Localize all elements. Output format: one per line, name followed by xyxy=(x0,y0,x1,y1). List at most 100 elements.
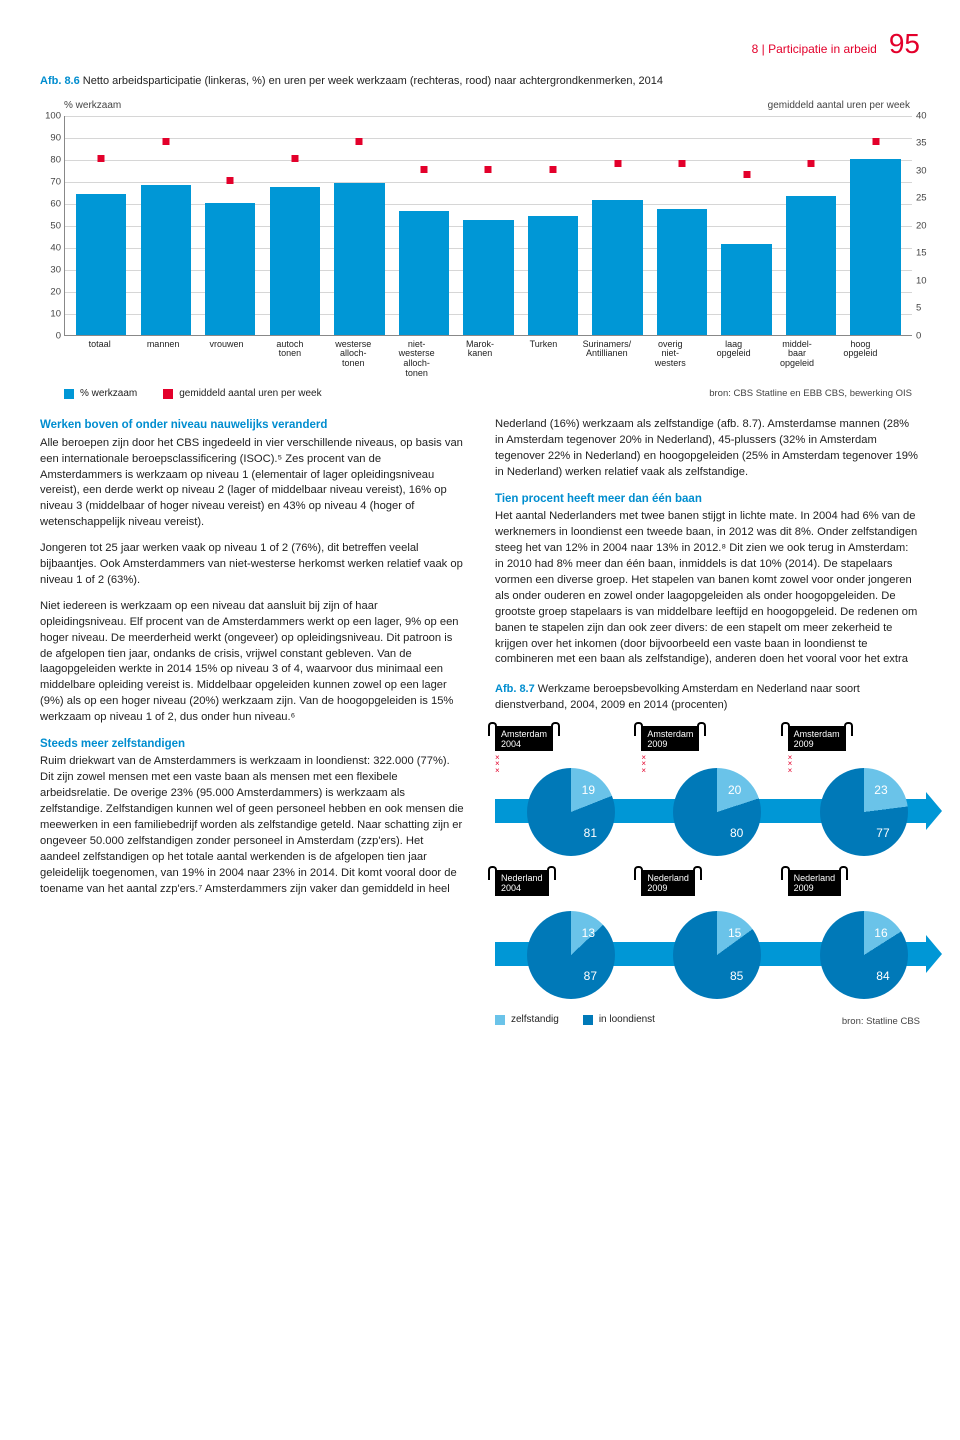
y-right-tick: 25 xyxy=(916,191,936,204)
y-left-tick: 50 xyxy=(41,219,61,232)
x-label: Surinamers/Antillianen xyxy=(575,340,638,380)
pie-tag: Nederland2009 xyxy=(788,870,842,896)
y-left-tick: 40 xyxy=(41,241,61,254)
legend-swatch-icon xyxy=(495,1015,505,1025)
chart1: % werkzaam gemiddeld aantal uren per wee… xyxy=(40,99,920,399)
y-right-tick: 30 xyxy=(916,164,936,177)
y-left-tick: 10 xyxy=(41,307,61,320)
chart1-afb: Afb. 8.6 xyxy=(40,75,80,87)
paragraph: Ruim driekwart van de Amsterdammers is w… xyxy=(40,754,465,897)
bar xyxy=(334,183,384,335)
chart1-caption: Afb. 8.6 Netto arbeidsparticipatie (link… xyxy=(40,74,920,90)
legend-item-loondienst: in loondienst xyxy=(583,1013,655,1027)
marker-icon xyxy=(549,166,556,173)
marker-icon xyxy=(162,138,169,145)
pie-cell: Amsterdam2009×××2377 xyxy=(788,726,920,856)
x-label: Marok-kanen xyxy=(448,340,511,380)
y-left-tick: 90 xyxy=(41,131,61,144)
marker-icon xyxy=(227,177,234,184)
pie-cell: Nederland2009 1684 xyxy=(788,870,920,999)
bar xyxy=(76,194,126,335)
pie-tag: Amsterdam2004 xyxy=(495,726,553,752)
pie-value-loondienst: 81 xyxy=(584,825,597,842)
legend-label-markers: gemiddeld aantal uren per week xyxy=(179,387,321,401)
pie-value-zelfstandig: 23 xyxy=(874,782,887,799)
chart1-left-axis-title: % werkzaam xyxy=(64,99,121,113)
chart1-right-axis-title: gemiddeld aantal uren per week xyxy=(768,99,910,113)
pie-icon: 2080 xyxy=(673,768,761,856)
pie-cell: Amsterdam2004×××1981 xyxy=(495,726,627,856)
chart2-caption: Afb. 8.7 Werkzame beroepsbevolking Amste… xyxy=(495,682,920,713)
right-column: Nederland (16%) werkzaam als zelfstandig… xyxy=(495,417,920,1029)
pie-tag: Amsterdam2009 xyxy=(788,726,846,752)
bar xyxy=(399,211,449,334)
pie-tag: Nederland2009 xyxy=(641,870,695,896)
pie-tag: Amsterdam2009 xyxy=(641,726,699,752)
pie-cell: Nederland20091585 xyxy=(641,870,773,999)
x-label: westersealloch-tonen xyxy=(322,340,385,380)
x-label: mannen xyxy=(131,340,194,380)
heading-zelfstandigen: Steeds meer zelfstandigen xyxy=(40,736,465,752)
x-label: vrouwen xyxy=(195,340,258,380)
legend-swatch-icon xyxy=(583,1015,593,1025)
pie-tag: Nederland2004 xyxy=(495,870,549,896)
pie-value-loondienst: 84 xyxy=(876,968,889,985)
chart2-afb: Afb. 8.7 xyxy=(495,683,535,695)
marker-icon xyxy=(808,160,815,167)
bar xyxy=(528,216,578,335)
pie-cell: Nederland2004 13 87 xyxy=(495,870,627,999)
legend-label-bars: % werkzaam xyxy=(80,387,137,401)
legend-item-markers: gemiddeld aantal uren per week xyxy=(163,387,321,401)
pie-icon: 1684 xyxy=(820,911,908,999)
legend-item-bars: % werkzaam xyxy=(64,387,137,401)
bar xyxy=(786,196,836,335)
paragraph: Nederland (16%) werkzaam als zelfstandig… xyxy=(495,417,920,481)
marker-icon xyxy=(291,155,298,162)
bar xyxy=(463,220,513,334)
pie-value-loondienst: 80 xyxy=(730,825,743,842)
legend-label-zelfstandig: zelfstandig xyxy=(511,1013,559,1027)
marker-icon xyxy=(98,155,105,162)
marker-icon xyxy=(614,160,621,167)
y-right-tick: 40 xyxy=(916,109,936,122)
x-label: Turken xyxy=(512,340,575,380)
pie-value-loondienst: 77 xyxy=(876,825,889,842)
y-left-tick: 20 xyxy=(41,285,61,298)
pie-icon: 1981 xyxy=(527,768,615,856)
pie-value-loondienst: 87 xyxy=(584,968,597,985)
pie-value-zelfstandig: 15 xyxy=(728,925,741,942)
legend-label-loondienst: in loondienst xyxy=(599,1013,655,1027)
bar xyxy=(721,244,771,334)
pie-row: Amsterdam2004×××1981Amsterdam2009×××2080… xyxy=(495,726,920,856)
page-number: 95 xyxy=(889,24,920,64)
pie-icon: 13 87 xyxy=(527,911,615,999)
y-right-tick: 5 xyxy=(916,301,936,314)
paragraph: Jongeren tot 25 jaar werken vaak op nive… xyxy=(40,541,465,589)
y-left-tick: 0 xyxy=(41,329,61,342)
pie-row: Nederland20041387Nederland20091585Nederl… xyxy=(495,870,920,999)
x-label: laagopgeleid xyxy=(702,340,765,380)
legend-swatch-icon xyxy=(163,389,173,399)
chart1-caption-text: Netto arbeidsparticipatie (linkeras, %) … xyxy=(83,75,663,87)
body-columns: Werken boven of onder niveau nauwelijks … xyxy=(40,417,920,1029)
pie-value-zelfstandig: 13 xyxy=(582,925,595,942)
x-label: hoogopgeleid xyxy=(829,340,892,380)
y-left-tick: 60 xyxy=(41,197,61,210)
y-left-tick: 80 xyxy=(41,153,61,166)
chart2-caption-text: Werkzame beroepsbevolking Amsterdam en N… xyxy=(495,683,860,711)
marker-icon xyxy=(356,138,363,145)
breadcrumb: 8 | Participatie in arbeid xyxy=(752,41,877,58)
pie-icon: 23 77 xyxy=(820,768,908,856)
y-right-tick: 35 xyxy=(916,136,936,149)
y-right-tick: 15 xyxy=(916,246,936,259)
x-label: niet-westersealloch-tonen xyxy=(385,340,448,380)
bar xyxy=(141,185,191,335)
marker-icon xyxy=(485,166,492,173)
bar xyxy=(657,209,707,334)
heading-tien-procent: Tien procent heeft meer dan één baan xyxy=(495,491,920,507)
marker-icon xyxy=(679,160,686,167)
x-label: totaal xyxy=(68,340,131,380)
y-left-tick: 100 xyxy=(41,109,61,122)
x-label: autochtonen xyxy=(258,340,321,380)
x-label: overigniet-westers xyxy=(639,340,702,380)
